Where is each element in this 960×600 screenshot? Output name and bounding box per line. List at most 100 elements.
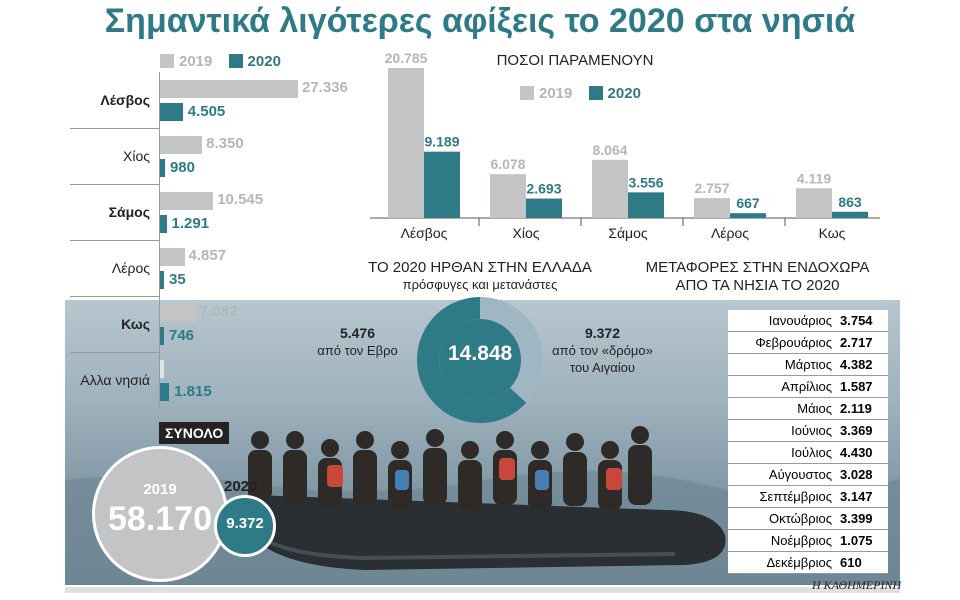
bar-2019: [160, 248, 185, 266]
bar-2020: [160, 159, 165, 177]
bar-2020-label: 746: [169, 327, 195, 344]
category-label: Χίος: [513, 225, 540, 241]
bar-2019-label: 4.119: [797, 170, 831, 186]
donut-slice: [479, 297, 543, 403]
publisher-credit: Η ΚΑΘΗΜΕΡΙΝΗ: [812, 578, 902, 592]
month-cell: Δεκέμβριος: [728, 551, 836, 574]
donut-right-label: 9.372 από τον «δρόμο» του Αιγαίου: [545, 325, 660, 376]
month-cell: Αύγουστος: [728, 463, 836, 486]
legend-label-2020: 2020: [247, 52, 281, 70]
island-label: Λέσβος: [100, 92, 150, 108]
row-divider: [70, 184, 160, 185]
middle-legend: 2019 2020: [520, 84, 653, 102]
bar-2019: [160, 304, 196, 322]
table-row: Απρίλιος 1.587: [728, 375, 888, 398]
category-label: Λέρος: [711, 225, 749, 241]
month-cell: Μάρτιος: [728, 353, 836, 376]
bar-2019-label: 20.785: [385, 50, 428, 66]
island-label: Σάμος: [108, 204, 150, 220]
table-row: Οκτώβριος 3.399: [728, 507, 888, 530]
month-cell: Σεπτέμβριος: [728, 485, 836, 508]
bar-2020-label: 3.556: [628, 174, 663, 190]
bar-2020-label: 980: [169, 159, 195, 176]
bar-2020: [160, 103, 183, 121]
value-cell: 610: [836, 551, 888, 574]
row-divider: [70, 240, 160, 241]
bar-2019-label: 6.078: [490, 156, 525, 172]
month-cell: Απρίλιος: [728, 375, 836, 398]
value-cell: 3.369: [836, 419, 888, 442]
total-2019-label: 2019: [143, 481, 177, 498]
total-badge: ΣΥΝΟΛΟ: [159, 422, 230, 444]
bar-2020: [160, 215, 167, 233]
bar-2020: [160, 327, 164, 345]
bar-2019: [388, 68, 424, 218]
transfers-title-line1: ΜΕΤΑΦΟΡΕΣ ΣΤΗΝ ΕΝΔΟΧΩΡΑ: [645, 259, 870, 276]
transfers-title-line2: ΑΠΟ ΤΑ ΝΗΣΙΑ ΤΟ 2020: [675, 277, 840, 294]
island-label: Αλλα νησιά: [80, 372, 150, 388]
remain-title: ΠΟΣΟΙ ΠΑΡΑΜΕΝΟΥΝ: [496, 52, 654, 69]
island-label: Λέρος: [111, 260, 150, 276]
table-row: Σεπτέμβριος 3.147: [728, 485, 888, 508]
donut-center: [439, 319, 521, 401]
bar-2020-label: 1.291: [171, 215, 210, 232]
legend-label-2019: 2019: [539, 84, 573, 102]
bar-2020-label: 1.815: [174, 383, 212, 400]
donut-center-value: 14.848: [448, 342, 513, 365]
month-cell: Ιούνιος: [728, 419, 836, 442]
bar-2019-label: 4.857: [188, 247, 227, 264]
legend-label-2020: 2020: [607, 84, 641, 102]
donut-chart: [417, 297, 543, 423]
donut-right-text2: του Αιγαίου: [570, 360, 635, 375]
bar-2019: [160, 192, 214, 210]
bar-2019-label: 7.082: [199, 303, 238, 320]
value-cell: 3.147: [836, 485, 888, 508]
row-divider: [70, 128, 160, 129]
table-row: Μάρτιος 4.382: [728, 353, 888, 376]
island-label: Κως: [121, 316, 150, 332]
row-divider: [70, 296, 160, 297]
donut-right-value: 9.372: [584, 325, 621, 341]
table-row: Μάιος 2.119: [728, 397, 888, 420]
category-label: Σάμος: [608, 225, 648, 241]
island-label: Χίος: [123, 148, 150, 164]
legend-swatch-2019: [520, 86, 534, 101]
donut-left-value: 5.476: [339, 325, 376, 341]
left-legend: 2019 2020: [160, 52, 293, 70]
month-cell: Ιανουάριος: [728, 310, 836, 332]
bar-2019-label: 8.064: [592, 142, 627, 158]
bar-2019: [694, 198, 730, 218]
table-row: Νοέμβριος 1.075: [728, 529, 888, 552]
table-row: Ιανουάριος 3.754: [728, 310, 888, 332]
total-2020-circle: 9.372: [214, 495, 276, 557]
value-cell: 2.717: [836, 331, 888, 354]
value-cell: 3.754: [836, 310, 888, 332]
bar-2020: [832, 211, 868, 218]
table-row: Ιούλιος 4.430: [728, 441, 888, 464]
total-2020-value: 9.372: [226, 515, 264, 532]
bar-2019-label: 2.757: [694, 180, 729, 196]
bar-2019: [592, 159, 628, 218]
month-cell: Φεβρουάριος: [728, 331, 836, 354]
month-cell: Νοέμβριος: [728, 529, 836, 552]
chart-title: Σημαντικά λιγότερες αφίξεις το 2020 στα …: [104, 2, 856, 40]
legend-swatch-2020: [588, 86, 603, 101]
legend-swatch-2019: [160, 54, 174, 69]
category-label: Λέσβος: [401, 225, 448, 241]
table-row: Ιούνιος 3.369: [728, 419, 888, 442]
month-cell: Ιούλιος: [728, 441, 836, 464]
table-row: Δεκέμβριος 610: [728, 551, 888, 574]
bar-2019-label: 27.336: [302, 79, 348, 96]
bar-2020-label: 9.189: [424, 134, 459, 150]
bar-2019: [490, 174, 526, 218]
bar-2020: [628, 192, 664, 218]
left-axis-line: [159, 72, 160, 408]
value-cell: 4.382: [836, 353, 888, 376]
bar-2020: [526, 198, 562, 218]
bar-2020: [424, 151, 460, 218]
bar-2020: [730, 213, 766, 218]
total-2019-value: 58.170: [108, 500, 212, 538]
donut-title: ΤΟ 2020 ΗΡΘΑΝ ΣΤΗΝ ΕΛΛΑΔΑ: [368, 259, 592, 276]
boat-illustration: [65, 426, 900, 585]
donut-right-text1: από τον «δρόμο»: [552, 343, 653, 358]
